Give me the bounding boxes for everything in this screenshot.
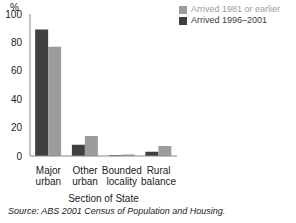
svg-text:20: 20 xyxy=(11,122,23,133)
svg-text:Majorurban: Majorurban xyxy=(36,165,62,187)
html-text:Arrived 1981 or earlier: Arrived 1981 or earlier xyxy=(191,4,280,14)
html-text:Arrived 1996–2001: Arrived 1996–2001 xyxy=(191,15,267,25)
svg-text:80: 80 xyxy=(11,37,23,48)
svg-text:Otherurban: Otherurban xyxy=(72,165,98,187)
html-text:Source: ABS 2001 Census of Pop: Source: ABS 2001 Census of Population an… xyxy=(8,206,226,216)
svg-text:60: 60 xyxy=(11,65,23,76)
svg-text:Section of State: Section of State xyxy=(68,193,139,204)
svg-text:Ruralbalance: Ruralbalance xyxy=(141,165,176,187)
svg-text:Boundedlocality: Boundedlocality xyxy=(102,165,142,187)
svg-text:0: 0 xyxy=(16,151,22,162)
svg-text:40: 40 xyxy=(11,94,23,105)
svg-text:100: 100 xyxy=(8,9,22,20)
